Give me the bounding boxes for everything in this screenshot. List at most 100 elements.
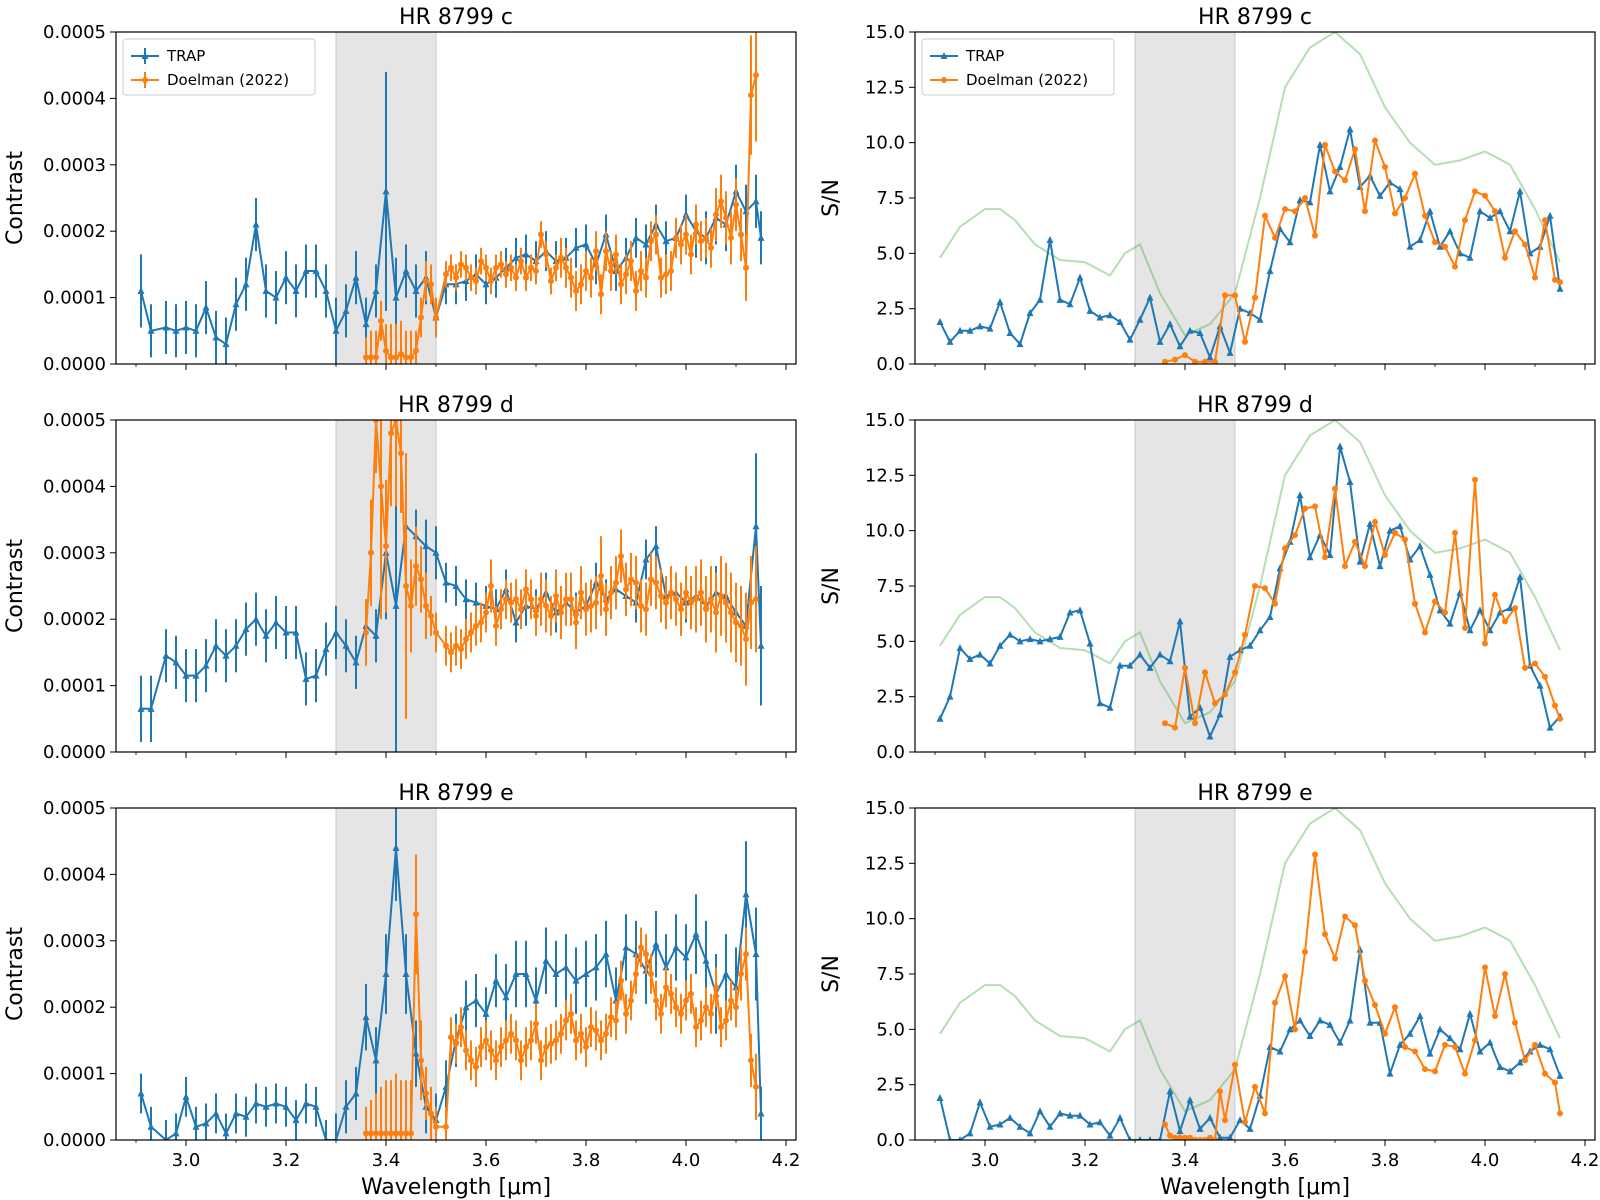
data-point bbox=[996, 641, 1004, 649]
x-axis-label: Wavelength [μm] bbox=[361, 1175, 551, 1200]
data-point bbox=[352, 658, 360, 666]
data-point bbox=[693, 1024, 699, 1031]
legend-label: Doelman (2022) bbox=[167, 71, 289, 89]
data-point bbox=[1462, 217, 1468, 224]
data-point bbox=[1026, 1129, 1034, 1137]
data-point bbox=[363, 629, 369, 636]
data-point bbox=[232, 641, 240, 649]
data-point bbox=[1557, 279, 1563, 286]
data-point bbox=[502, 993, 510, 1001]
y-tick-label: 15.0 bbox=[865, 22, 905, 43]
data-point bbox=[372, 1056, 380, 1064]
data-point bbox=[352, 273, 360, 281]
data-point bbox=[608, 1014, 614, 1021]
data-point bbox=[1302, 195, 1308, 201]
data-point bbox=[448, 649, 454, 656]
data-point bbox=[1362, 208, 1368, 215]
data-point bbox=[468, 274, 474, 281]
data-point bbox=[1452, 529, 1458, 536]
data-point bbox=[512, 970, 520, 977]
series-doelman-2022- bbox=[363, 32, 759, 364]
data-point bbox=[1402, 1044, 1408, 1051]
data-point bbox=[483, 1037, 489, 1044]
data-point bbox=[513, 1037, 519, 1044]
data-point bbox=[1372, 1001, 1378, 1008]
data-point bbox=[242, 625, 250, 633]
data-point bbox=[738, 231, 744, 238]
data-point bbox=[1422, 1066, 1428, 1073]
y-tick-label: 5.0 bbox=[876, 243, 905, 264]
y-tick-label: 0.0004 bbox=[43, 88, 106, 109]
data-point bbox=[1426, 1049, 1434, 1057]
data-point bbox=[1557, 1110, 1563, 1117]
data-point bbox=[1138, 1136, 1142, 1140]
data-point bbox=[986, 324, 994, 332]
y-axis-label: S/N bbox=[819, 955, 844, 993]
data-point bbox=[1167, 1132, 1173, 1139]
data-point bbox=[1522, 1057, 1528, 1064]
data-point bbox=[1196, 329, 1204, 337]
plot-area bbox=[936, 808, 1564, 1140]
data-point bbox=[1546, 211, 1554, 219]
data-point bbox=[718, 1024, 724, 1031]
data-point bbox=[528, 1037, 534, 1044]
y-tick-label: 0.0004 bbox=[43, 476, 106, 497]
panel-snr-e: 3.0 3.2 3.4 3.6 3.8 4.0 4.2 0.0 2.5 5.0 7.5 10.0 12.… bbox=[819, 781, 1599, 1200]
plot-area bbox=[936, 32, 1564, 364]
data-point bbox=[332, 326, 340, 334]
y-tick-label: 0.0005 bbox=[43, 410, 106, 431]
data-point bbox=[558, 254, 564, 261]
plot-area bbox=[137, 32, 765, 364]
data-point bbox=[192, 671, 200, 679]
data-point bbox=[1148, 1136, 1152, 1140]
data-point bbox=[703, 1004, 709, 1011]
data-point bbox=[1186, 326, 1194, 334]
data-point bbox=[1536, 681, 1544, 689]
x-tick-label: 3.6 bbox=[1271, 1150, 1300, 1171]
data-point bbox=[1472, 476, 1478, 483]
data-point bbox=[1006, 329, 1014, 337]
data-point bbox=[703, 606, 709, 613]
data-point bbox=[492, 976, 500, 984]
data-point bbox=[388, 1130, 394, 1137]
data-point bbox=[533, 1020, 539, 1027]
data-point bbox=[1512, 1019, 1518, 1026]
data-point bbox=[568, 1010, 574, 1017]
data-point bbox=[1116, 1113, 1124, 1121]
data-point bbox=[1086, 639, 1094, 647]
data-point bbox=[1252, 294, 1258, 301]
data-point bbox=[643, 951, 649, 958]
data-point bbox=[362, 1013, 370, 1021]
data-point bbox=[392, 293, 400, 301]
data-point bbox=[532, 996, 540, 1004]
data-point bbox=[698, 589, 704, 596]
data-point bbox=[458, 261, 464, 268]
data-point bbox=[708, 244, 714, 251]
data-point bbox=[1116, 661, 1124, 669]
series-doelman-2022- bbox=[1162, 476, 1563, 731]
panel-title: HR 8799 e bbox=[1197, 781, 1312, 806]
data-point bbox=[1302, 505, 1308, 512]
data-point bbox=[1462, 1070, 1468, 1077]
data-point bbox=[708, 596, 714, 603]
data-point bbox=[658, 1010, 664, 1017]
data-point bbox=[1266, 612, 1274, 620]
data-point bbox=[1326, 1020, 1334, 1028]
data-point bbox=[1312, 232, 1318, 239]
data-point bbox=[412, 286, 420, 294]
legend: TRAP Doelman (2022) bbox=[921, 38, 1115, 96]
data-point bbox=[1322, 141, 1328, 148]
data-point bbox=[478, 258, 484, 265]
data-point bbox=[563, 1017, 569, 1024]
data-point bbox=[668, 268, 674, 275]
data-point bbox=[1242, 631, 1248, 638]
data-point bbox=[1172, 1134, 1178, 1140]
data-point bbox=[1322, 931, 1328, 938]
data-point bbox=[302, 1099, 310, 1107]
data-point bbox=[692, 930, 700, 938]
data-point bbox=[748, 1057, 754, 1064]
data-point bbox=[272, 293, 280, 301]
data-point bbox=[542, 956, 550, 964]
data-point bbox=[1342, 913, 1348, 920]
data-point bbox=[1236, 1116, 1244, 1124]
